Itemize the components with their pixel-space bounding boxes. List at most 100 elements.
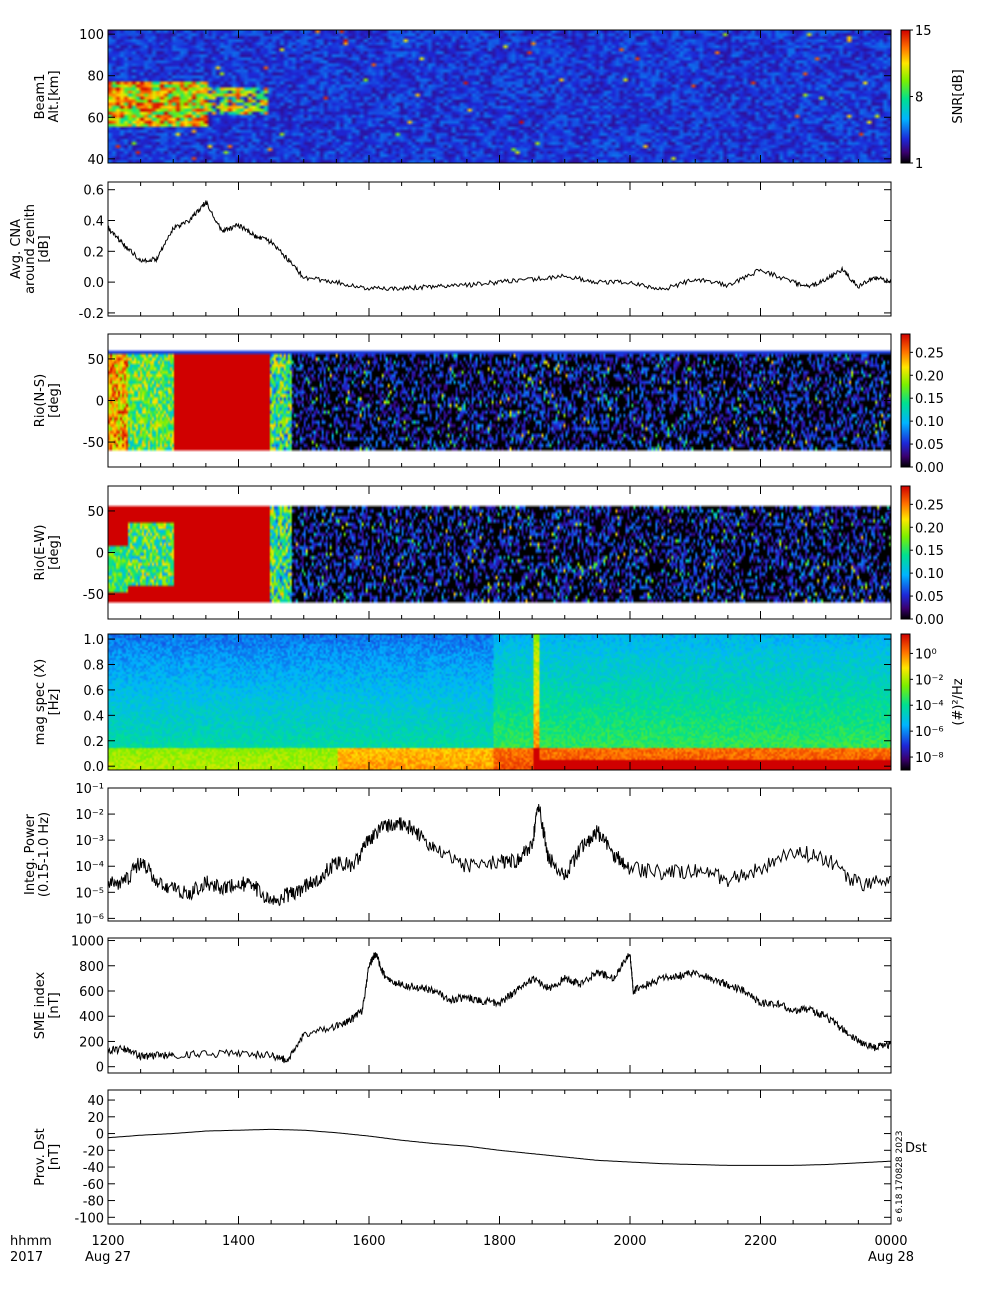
y-tick-label: 200 (79, 1035, 104, 1050)
colorbar-tick-label: 0.05 (915, 590, 944, 605)
x-tick-label: 0000 (874, 1234, 907, 1249)
heatmap-image-4 (108, 486, 891, 619)
y-tick-label: -80 (83, 1195, 104, 1210)
x-tick-label: 1800 (483, 1234, 516, 1249)
y-axis-label: mag spec (X) (33, 659, 48, 745)
y-tick-label: 100 (79, 28, 104, 43)
y-tick-label: 40 (87, 1094, 104, 1109)
dst-side-label: Dst (905, 1141, 927, 1156)
y-tick-label: 20 (87, 1111, 104, 1126)
y-tick-label: 10⁻³ (75, 834, 104, 849)
y-axis-label: [dB] (37, 235, 52, 262)
colorbar-tick-label: 0.00 (915, 613, 944, 628)
colorbar-tick-label: 0.10 (915, 415, 944, 430)
colorbar-tick-label: 0.15 (915, 544, 944, 559)
colorbar-tick-label: 0.20 (915, 521, 944, 536)
y-tick-label: -50 (83, 588, 104, 603)
plot-layer: 4060801000.60.40.20.0-0.2500-50500-501.0… (9, 24, 966, 1265)
y-tick-label: -100 (74, 1211, 104, 1226)
colorbar-tick-label: 15 (915, 24, 932, 39)
panel-frame-2 (107, 181, 892, 317)
y-tick-label: -20 (83, 1144, 104, 1159)
y-tick-label: -0.2 (79, 307, 104, 322)
y-tick-label: 10⁻² (75, 808, 104, 823)
y-axis-label: Alt.[km] (47, 70, 62, 122)
series-line-7 (107, 952, 892, 1064)
y-tick-label: 50 (87, 505, 104, 520)
y-tick-label: 10⁻⁶ (75, 912, 104, 927)
y-tick-label: 0.2 (83, 735, 104, 750)
y-axis-label: (0.15-1.0 Hz) (37, 812, 52, 897)
series-line-6 (107, 803, 892, 907)
y-axis-label: around zenith (23, 204, 38, 294)
colorbar-tick-label: 10⁰ (915, 647, 937, 662)
x-tick-label: 2200 (744, 1234, 777, 1249)
colorbar-label: SNR[dB] (951, 69, 966, 123)
y-tick-label: 0.0 (83, 276, 104, 291)
y-tick-label: -60 (83, 1178, 104, 1193)
colorbar-tick-label: 0.25 (915, 498, 944, 513)
y-tick-label: 40 (87, 153, 104, 168)
y-tick-label: 0.6 (83, 184, 104, 199)
series-line-8 (107, 1128, 892, 1166)
colorbar-5 (900, 633, 911, 771)
y-axis-label: [deg] (47, 383, 62, 418)
y-tick-label: 0.2 (83, 245, 104, 260)
y-tick-label: 1000 (71, 935, 104, 950)
colorbar-tick-label: 1 (915, 157, 923, 172)
colorbar-3 (900, 333, 911, 468)
y-tick-label: 10⁻¹ (75, 782, 104, 797)
y-tick-label: 0.4 (83, 709, 104, 724)
x-tick-label: 1600 (352, 1234, 385, 1249)
y-tick-label: 400 (79, 1010, 104, 1025)
heatmap-image-3 (108, 334, 891, 467)
heatmap-layer (108, 30, 891, 770)
colorbar-tick-label: 0.25 (915, 346, 944, 361)
y-tick-label: 1.0 (83, 633, 104, 648)
x-tick-label: 2000 (613, 1234, 646, 1249)
panel-frame-8 (107, 1089, 892, 1225)
y-tick-label: 0 (96, 547, 104, 562)
colorbar-tick-label: 0.10 (915, 567, 944, 582)
colorbar-tick-label: 10⁻⁶ (915, 725, 944, 740)
y-axis-label: Integ. Power (23, 813, 38, 895)
x-corner-label: 2017 (10, 1250, 43, 1265)
colorbar-tick-label: 10⁻⁴ (915, 699, 944, 714)
colorbar-tick-label: 10⁻⁸ (915, 751, 944, 766)
colorbar-tick-label: 0.05 (915, 438, 944, 453)
y-axis-label: Avg. CNA (9, 219, 24, 279)
colorbar-4 (900, 485, 911, 620)
x-date-label: Aug 27 (85, 1250, 131, 1265)
version-stamp: e 6.18 170828 2023 (895, 1131, 905, 1222)
x-tick-label: 1400 (222, 1234, 255, 1249)
y-tick-label: 80 (87, 70, 104, 85)
y-tick-label: 800 (79, 960, 104, 975)
y-tick-label: 60 (87, 111, 104, 126)
y-axis-label: [deg] (47, 535, 62, 570)
colorbar-tick-label: 8 (915, 91, 923, 106)
y-tick-label: 0.6 (83, 684, 104, 699)
y-tick-label: 0.8 (83, 659, 104, 674)
y-axis-label: Prov. Dst (33, 1128, 48, 1185)
panel-frame-6 (107, 787, 892, 922)
y-tick-label: 0 (96, 1128, 104, 1143)
y-axis-label: [nT] (47, 1144, 62, 1170)
y-tick-label: 0 (96, 395, 104, 410)
y-axis-label: Beam1 (33, 74, 48, 120)
x-date-label: Aug 28 (868, 1250, 914, 1265)
y-tick-label: -40 (83, 1161, 104, 1176)
y-axis-label: Rio(N-S) (33, 374, 48, 427)
y-axis-label: Rio(E-W) (33, 525, 48, 581)
colorbar-tick-label: 0.20 (915, 369, 944, 384)
colorbar-tick-label: 10⁻² (915, 673, 944, 688)
colorbar-tick-label: 0.00 (915, 461, 944, 476)
heatmap-image-1 (108, 30, 891, 163)
y-tick-label: -50 (83, 436, 104, 451)
x-tick-label: 1200 (91, 1234, 124, 1249)
y-tick-label: 0.0 (83, 760, 104, 775)
y-tick-label: 10⁻⁵ (75, 886, 104, 901)
x-corner-label: hhmm (10, 1234, 52, 1249)
heatmap-image-5 (108, 634, 891, 770)
y-tick-label: 50 (87, 353, 104, 368)
